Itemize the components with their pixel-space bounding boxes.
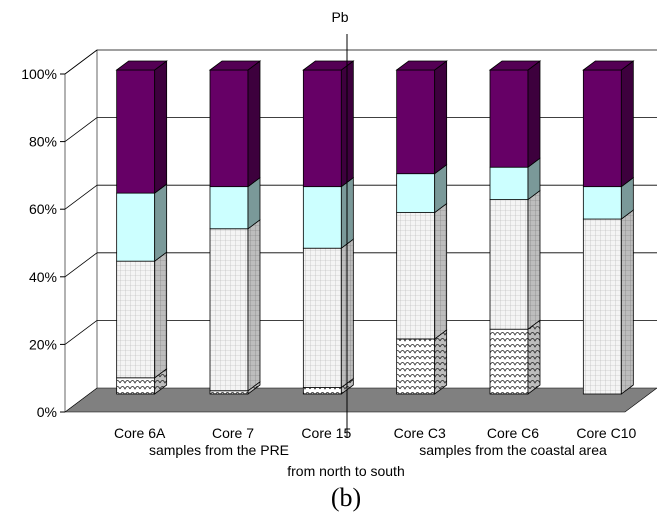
bar-segment (116, 69, 156, 194)
bar-segment (396, 69, 436, 175)
bar-segment-side (527, 319, 541, 395)
bar-segment-side (247, 218, 261, 392)
bar-segment (302, 387, 342, 395)
bar-segment-side (527, 189, 541, 331)
bar-top (582, 60, 635, 71)
group-label-pre: samples from the PRE (149, 442, 289, 458)
bar-top (488, 60, 542, 71)
bar-top (115, 60, 168, 71)
bar-segment (209, 390, 249, 395)
bar-segment-side (527, 60, 541, 168)
y-tick-label: 100% (21, 66, 57, 82)
side-wall (64, 49, 98, 413)
bar-segment (489, 199, 529, 330)
x-axis-title: from north to south (287, 463, 405, 479)
panel-label: (b) (331, 483, 361, 512)
x-tick-label: Core C3 (394, 425, 446, 441)
bar-segment (489, 166, 529, 200)
bar-segment (489, 69, 529, 168)
bar-top (395, 60, 448, 71)
bar-segment (489, 328, 529, 395)
bar-segment-side (154, 251, 168, 379)
bar-segment (396, 212, 436, 340)
y-tick-label: 20% (29, 336, 57, 352)
gridline-side (64, 117, 98, 142)
x-tick-label: Core C6 (487, 425, 539, 441)
bar-segment-side (620, 60, 634, 188)
bar-segment (302, 69, 342, 188)
bar-top (208, 60, 262, 71)
bar-segment-side (154, 183, 168, 262)
bar-segment (302, 247, 342, 388)
bar-segment (116, 260, 156, 379)
bar-segment-side (247, 60, 261, 188)
bar-segment (209, 228, 249, 392)
gridline-side (64, 320, 98, 345)
y-tick-label: 80% (29, 134, 57, 150)
y-tick-label: 40% (29, 269, 57, 285)
x-axis-category-labels: Core 6A Core 7 Core 15 Core C3 Core C6 Core C… (114, 425, 637, 441)
gridline-side (64, 184, 98, 210)
group-label-coastal: samples from the coastal area (419, 442, 607, 458)
bars (115, 60, 635, 395)
gridline-side (64, 49, 98, 75)
bar-segment-side (434, 60, 448, 175)
bar-segment (582, 186, 622, 220)
bar-segment (209, 186, 249, 230)
y-tick-label: 60% (29, 201, 57, 217)
chart-title: Pb (331, 9, 348, 25)
gridline-side (64, 252, 98, 278)
x-tick-label: Core C10 (576, 425, 636, 441)
bar-segment-side (154, 60, 168, 194)
y-tick-label: 0% (37, 404, 57, 420)
bar-segment-side (434, 329, 448, 395)
gridlines (64, 49, 657, 345)
bar-segment-side (620, 209, 634, 395)
bar-segment (396, 173, 436, 213)
bar-segment (582, 69, 622, 188)
bar-segment (209, 69, 249, 188)
x-tick-label: Core 7 (212, 425, 254, 441)
bar-segment (116, 377, 156, 395)
bar-segment (396, 338, 436, 395)
bar-segment (116, 192, 156, 262)
bar-top (302, 60, 355, 71)
bar-segment (302, 186, 342, 249)
y-axis-ticks: 0% 20% 40% 60% 80% 100% (21, 66, 65, 420)
back-wall (97, 50, 657, 388)
x-tick-label: Core 15 (301, 425, 351, 441)
bar-segment (582, 218, 622, 395)
x-tick-label: Core 6A (114, 425, 166, 441)
bar-segment-side (434, 202, 448, 340)
